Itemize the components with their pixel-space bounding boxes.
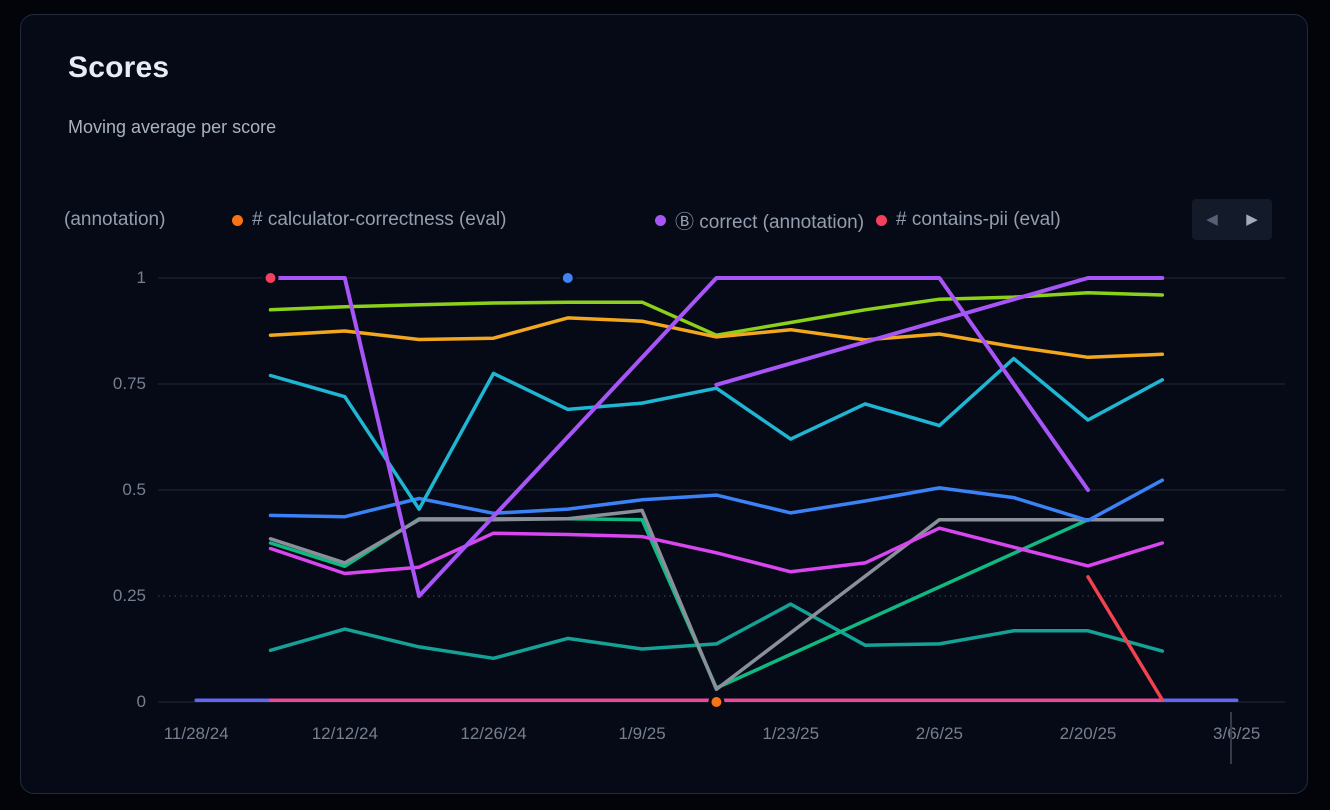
y-tick-label: 0.5 bbox=[122, 480, 146, 499]
series-line-cyan bbox=[268, 356, 1165, 511]
legend-item[interactable]: (annotation) bbox=[64, 205, 165, 235]
scores-card: Scores Moving average per score bbox=[20, 14, 1308, 794]
legend-label: # contains-pii (eval) bbox=[896, 209, 1061, 230]
legend-prev-button[interactable]: ◀ bbox=[1198, 208, 1226, 231]
y-tick-label: 1 bbox=[136, 268, 146, 287]
series-line-gray bbox=[268, 508, 1165, 692]
legend-label: # calculator-correctness (eval) bbox=[252, 209, 507, 230]
legend-item[interactable]: Ⓑ correct (annotation) bbox=[655, 205, 864, 235]
legend-label: (annotation) bbox=[64, 209, 166, 230]
axis-edge-divider bbox=[1230, 712, 1232, 764]
x-tick-label: 2/20/25 bbox=[1059, 724, 1117, 743]
blue-point-marker bbox=[559, 270, 576, 286]
series-line-magenta bbox=[268, 526, 1165, 576]
x-tick-label: 2/6/25 bbox=[915, 724, 963, 743]
red-point-marker bbox=[262, 270, 279, 286]
x-tick-label: 11/28/24 bbox=[163, 724, 229, 743]
y-tick-label: 0.25 bbox=[112, 586, 146, 605]
chevron-left-icon: ◀ bbox=[1206, 211, 1218, 228]
legend-next-button[interactable]: ▶ bbox=[1238, 208, 1266, 231]
legend-dot-icon bbox=[655, 214, 666, 226]
legend-nav: ◀ ▶ bbox=[1192, 199, 1272, 240]
legend-dot-icon bbox=[876, 214, 887, 226]
x-tick-label: 1/23/25 bbox=[762, 724, 820, 743]
orange-point-marker bbox=[708, 694, 725, 710]
page-title: Scores bbox=[68, 51, 170, 84]
y-tick-label: 0 bbox=[136, 692, 146, 711]
chart-legend: (annotation) # calculator-correctness (ev… bbox=[0, 205, 1330, 235]
series-line-teal-low bbox=[268, 602, 1165, 661]
series-line-purple-a bbox=[268, 276, 1090, 598]
legend-item[interactable]: # contains-pii (eval) bbox=[876, 205, 1061, 235]
series-line-red-drop bbox=[1086, 575, 1165, 702]
series-line-blue bbox=[268, 478, 1165, 523]
y-tick-label: 0.75 bbox=[112, 374, 146, 393]
x-tick-label: 3/6/25 bbox=[1213, 724, 1261, 743]
legend-label: Ⓑ correct (annotation) bbox=[675, 211, 865, 233]
x-tick-label: 12/26/24 bbox=[460, 724, 527, 743]
legend-dot-icon bbox=[232, 214, 243, 226]
series-line-purple-b bbox=[714, 276, 1165, 387]
series-line-lime bbox=[268, 291, 1165, 337]
legend-item[interactable]: # calculator-correctness (eval) bbox=[232, 205, 506, 235]
x-tick-label: 1/9/25 bbox=[618, 724, 666, 743]
page-subtitle: Moving average per score bbox=[68, 117, 277, 137]
x-tick-label: 12/12/24 bbox=[311, 724, 378, 743]
series-line-amber bbox=[268, 316, 1165, 360]
chevron-right-icon: ▶ bbox=[1246, 211, 1258, 228]
